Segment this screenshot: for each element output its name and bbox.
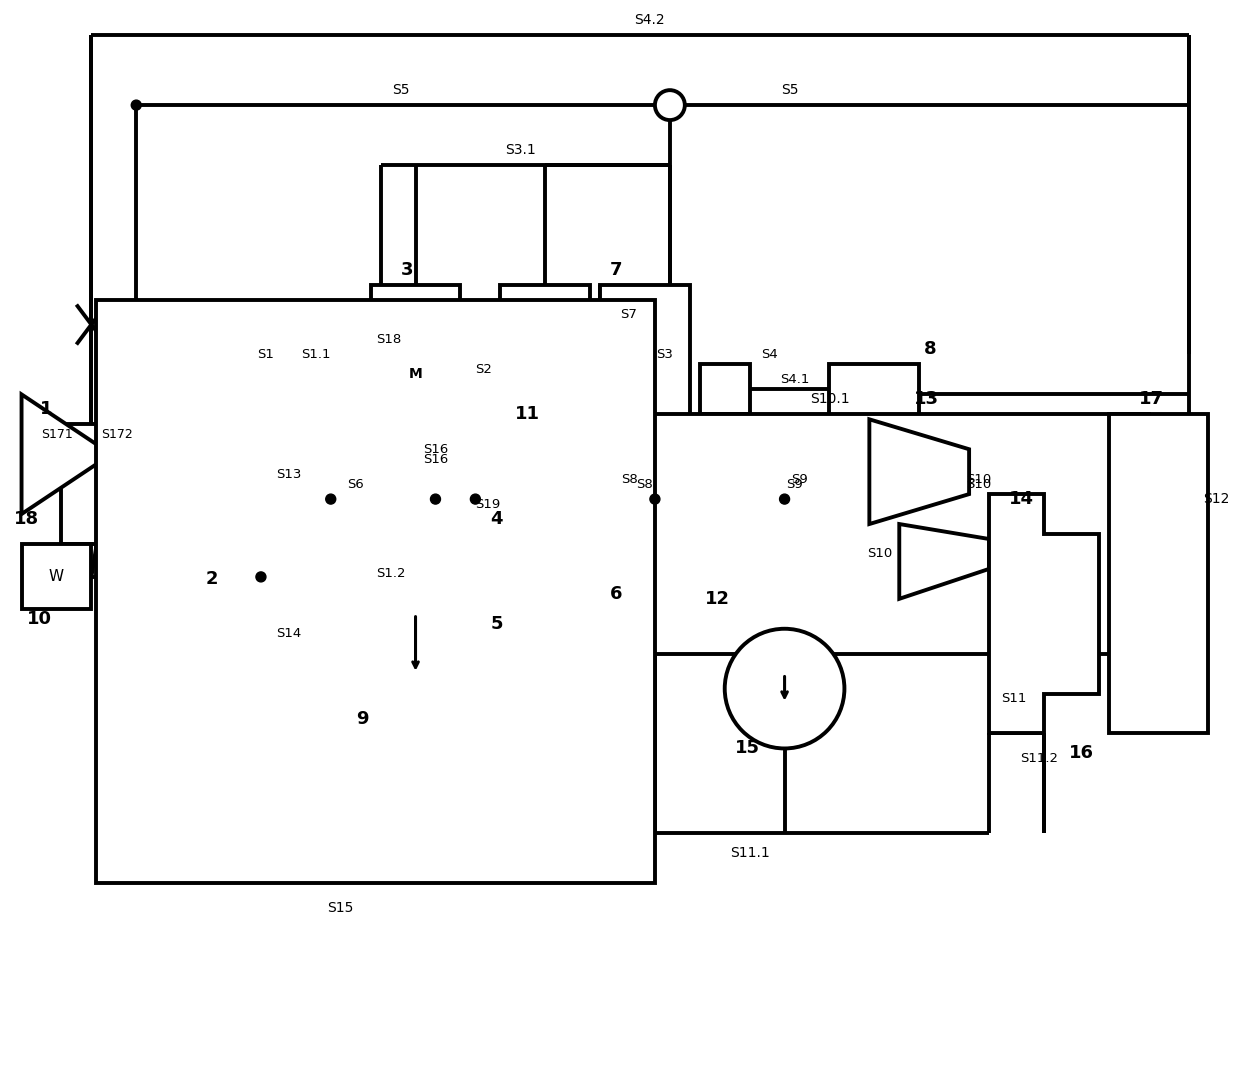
Text: 12: 12 [704,590,730,608]
Text: S8: S8 [636,478,653,491]
Circle shape [724,628,844,749]
Text: S1.2: S1.2 [376,567,405,580]
Text: 15: 15 [735,740,760,757]
Text: 2: 2 [206,570,218,587]
Text: S4: S4 [761,348,777,361]
Text: W: W [48,569,64,584]
Text: S11.1: S11.1 [730,846,770,860]
Text: S1: S1 [258,348,274,361]
Text: S10: S10 [867,548,892,561]
Text: 10: 10 [26,610,52,628]
Text: S13: S13 [275,467,301,481]
Circle shape [131,100,141,111]
Bar [650,415,1148,654]
Circle shape [255,572,265,582]
Text: S10: S10 [966,473,992,485]
Text: S11.2: S11.2 [1021,752,1058,765]
Bar [196,409,275,479]
Bar [21,545,92,609]
Text: 16: 16 [1069,744,1094,763]
Bar [97,300,655,883]
Polygon shape [899,524,990,599]
Polygon shape [196,479,275,569]
Circle shape [430,494,440,504]
Text: S15: S15 [327,901,353,915]
Text: 18: 18 [14,510,38,528]
Polygon shape [21,394,112,514]
Circle shape [780,494,790,504]
Bar [830,364,919,424]
Bar [62,424,171,545]
Text: S14: S14 [275,627,301,640]
Text: 8: 8 [924,340,937,359]
Polygon shape [869,419,970,524]
Polygon shape [990,494,1099,734]
Text: S172: S172 [102,427,133,440]
Text: 13: 13 [914,390,939,408]
Text: 14: 14 [1009,490,1034,508]
Text: S6: S6 [347,478,365,491]
Bar [1109,415,1209,734]
Text: 9: 9 [356,710,368,727]
Text: S5: S5 [781,83,799,97]
Text: 11: 11 [516,405,541,423]
Bar [260,454,331,713]
Bar [699,364,750,415]
Text: S10: S10 [966,478,992,491]
Bar [371,479,460,529]
Text: 1: 1 [40,401,53,419]
Text: S8: S8 [621,473,639,485]
Text: S4.2: S4.2 [635,13,665,27]
Circle shape [326,494,336,504]
Text: 6: 6 [610,585,622,603]
Text: M: M [409,367,423,381]
Circle shape [386,345,445,404]
Text: S16: S16 [423,453,448,466]
Text: S1.1: S1.1 [301,348,331,361]
Text: S9: S9 [786,478,804,491]
Text: 17: 17 [1138,390,1163,408]
Bar [600,285,689,434]
Bar [371,529,460,713]
Bar [500,285,590,624]
Circle shape [505,434,635,564]
Bar [371,285,460,484]
Text: S9: S9 [791,473,808,485]
Text: S171: S171 [41,427,73,440]
Circle shape [650,494,660,504]
Text: S16: S16 [423,442,448,455]
Text: S19: S19 [475,497,501,510]
Circle shape [670,434,800,564]
Text: S3.1: S3.1 [505,143,536,157]
Text: 5: 5 [490,614,503,633]
Circle shape [470,494,480,504]
Text: 7: 7 [610,261,622,278]
Circle shape [655,90,684,120]
Text: S18: S18 [376,333,401,346]
Text: S10.1: S10.1 [810,392,849,406]
Text: S5: S5 [392,83,409,97]
Text: S2: S2 [475,363,492,376]
Text: S3: S3 [656,348,673,361]
Text: 4: 4 [490,510,503,528]
Text: S7: S7 [620,308,637,321]
Text: S11: S11 [1001,692,1027,706]
Text: S12: S12 [1204,492,1230,506]
Text: S4.1: S4.1 [780,373,810,386]
Text: 3: 3 [401,261,413,278]
